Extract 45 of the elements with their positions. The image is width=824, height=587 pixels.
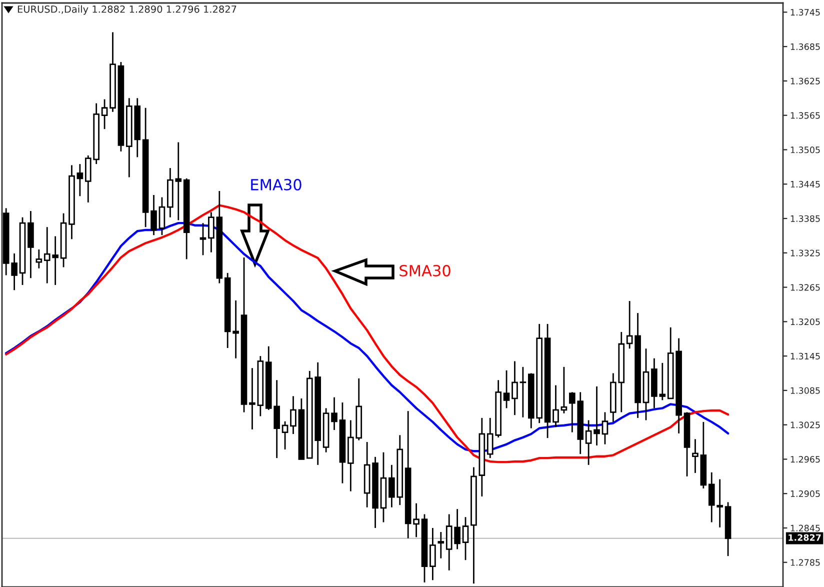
candlestick — [36, 248, 42, 270]
candlestick — [512, 360, 518, 416]
y-tick-label: 1.3325 — [790, 250, 820, 256]
candlestick — [626, 300, 633, 350]
y-tick-label: 1.3505 — [790, 146, 820, 154]
y-tick-label: 1.3385 — [790, 215, 820, 222]
y-tick-label: 1.3625 — [790, 78, 820, 84]
y-tick-label: 1.3445 — [790, 180, 820, 188]
y-tick-label: 1.3085 — [790, 387, 820, 394]
candlestick — [76, 163, 84, 197]
candlestick — [282, 420, 288, 450]
y-tick-label: 1.3025 — [790, 422, 820, 428]
candlestick — [101, 98, 108, 130]
candlestick — [503, 370, 510, 409]
y-tick-label: 1.2785 — [790, 559, 820, 566]
candlestick — [200, 222, 206, 256]
y-tick-label: 1.2965 — [790, 456, 820, 463]
candlestick — [290, 395, 296, 435]
y-tick-label: 1.2845 — [790, 524, 820, 532]
candlestick — [150, 194, 157, 236]
candlestick — [430, 527, 436, 581]
candlestick — [413, 502, 420, 538]
y-tick-label: 1.3685 — [790, 43, 820, 50]
ref-line-label: 1.2827 — [788, 534, 821, 541]
candlestick — [462, 516, 469, 561]
y-tick-label: 1.3565 — [790, 112, 820, 119]
candlestick — [585, 420, 592, 466]
candlestick — [594, 386, 600, 446]
chart-title: EURUSD.,Daily 1.2882 1.2890 1.2796 1.2827 — [18, 5, 236, 15]
candlestick — [158, 196, 166, 236]
y-tick-label: 1.2905 — [790, 490, 820, 498]
candlestick — [249, 367, 256, 430]
y-tick-label: 1.3745 — [790, 9, 820, 16]
candlestick — [602, 412, 608, 445]
text: SMA30 — [400, 264, 450, 276]
candlestick — [520, 366, 526, 418]
candlestick — [552, 384, 559, 428]
candlestick — [438, 531, 444, 560]
y-tick-label: 1.3205 — [790, 318, 820, 326]
text: EMA30 — [251, 178, 302, 190]
candlestick — [331, 396, 338, 431]
candlestick — [560, 366, 568, 414]
y-tick-label: 1.3145 — [790, 352, 820, 360]
y-tick-label: 1.3265 — [790, 284, 820, 291]
candlestick — [692, 438, 698, 474]
